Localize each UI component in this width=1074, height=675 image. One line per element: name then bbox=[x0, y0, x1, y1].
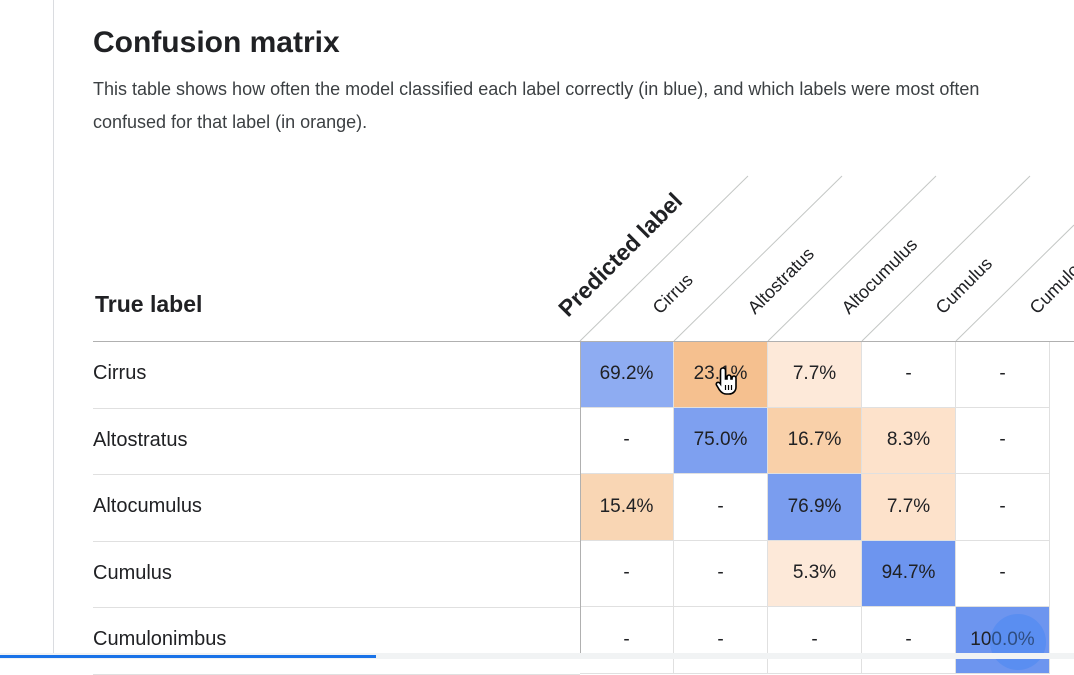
header-divider bbox=[673, 175, 843, 342]
row-divider bbox=[93, 540, 580, 542]
column-header-cumulonimbus: Cumulonimbus bbox=[1026, 219, 1074, 318]
matrix-cell[interactable]: 69.2% bbox=[580, 341, 674, 408]
matrix-cell[interactable]: 7.7% bbox=[768, 341, 862, 408]
matrix-left-border bbox=[580, 341, 581, 659]
row-divider bbox=[93, 474, 580, 475]
column-header-altostratus: Altostratus bbox=[744, 244, 818, 318]
row-label-cumulonimbus: Cumulonimbus bbox=[93, 628, 227, 650]
column-header-cumulus: Cumulus bbox=[932, 253, 996, 317]
matrix-cell[interactable]: - bbox=[580, 540, 674, 607]
description-line-2: confused for that label (in orange). bbox=[93, 112, 368, 132]
matrix-cell[interactable]: - bbox=[674, 540, 768, 607]
matrix-top-border bbox=[580, 341, 1074, 342]
matrix-cell[interactable]: 94.7% bbox=[862, 540, 956, 607]
column-header-cirrus: Cirrus bbox=[649, 270, 697, 318]
matrix-cell[interactable]: 23.1% bbox=[674, 341, 768, 408]
matrix-cell[interactable]: - bbox=[862, 341, 956, 408]
matrix-cell[interactable]: - bbox=[956, 474, 1050, 541]
header-divider bbox=[579, 175, 749, 342]
true-label-header: True label bbox=[95, 291, 203, 317]
scroll-progress-bar bbox=[0, 655, 376, 658]
page-description: This table shows how often the model cla… bbox=[93, 73, 1074, 139]
row-divider bbox=[93, 607, 580, 608]
matrix-cell[interactable]: - bbox=[674, 474, 768, 541]
matrix-cell[interactable]: - bbox=[580, 407, 674, 474]
matrix-cell[interactable]: - bbox=[956, 407, 1050, 474]
matrix-cell[interactable]: 8.3% bbox=[862, 407, 956, 474]
row-divider bbox=[93, 407, 580, 409]
header-divider bbox=[955, 224, 1074, 342]
description-line-1: This table shows how often the model cla… bbox=[93, 79, 980, 99]
matrix-cell[interactable]: 7.7% bbox=[862, 474, 956, 541]
scroll-track[interactable] bbox=[0, 653, 1074, 659]
matrix-cell[interactable]: 76.9% bbox=[768, 474, 862, 541]
matrix-cell[interactable]: 16.7% bbox=[768, 407, 862, 474]
row-label-cumulus: Cumulus bbox=[93, 561, 172, 584]
matrix-cell[interactable]: 15.4% bbox=[580, 474, 674, 541]
predicted-label-header: Predicted label bbox=[553, 187, 687, 321]
matrix-cell[interactable]: - bbox=[862, 607, 956, 674]
matrix-cell[interactable]: - bbox=[768, 607, 862, 674]
matrix-cell[interactable]: 5.3% bbox=[768, 540, 862, 607]
circle-action-icon[interactable] bbox=[990, 614, 1046, 670]
column-header-altocumulus: Altocumulus bbox=[838, 234, 921, 317]
row-divider bbox=[93, 673, 580, 675]
hand-pointer-icon bbox=[715, 367, 737, 395]
header-divider-line bbox=[93, 341, 580, 342]
row-label-altostratus: Altostratus bbox=[93, 428, 188, 451]
matrix-cell[interactable]: 75.0% bbox=[674, 407, 768, 474]
left-divider bbox=[53, 0, 54, 659]
header-divider bbox=[767, 175, 937, 342]
page-title: Confusion matrix bbox=[93, 26, 340, 59]
matrix-cell[interactable]: - bbox=[580, 607, 674, 674]
matrix-cell[interactable]: - bbox=[956, 341, 1050, 408]
row-label-altocumulus: Altocumulus bbox=[93, 495, 202, 517]
matrix-cell[interactable]: - bbox=[956, 540, 1050, 607]
header-divider bbox=[861, 175, 1031, 342]
matrix-cell[interactable]: - bbox=[674, 607, 768, 674]
row-label-cirrus: Cirrus bbox=[93, 362, 147, 384]
